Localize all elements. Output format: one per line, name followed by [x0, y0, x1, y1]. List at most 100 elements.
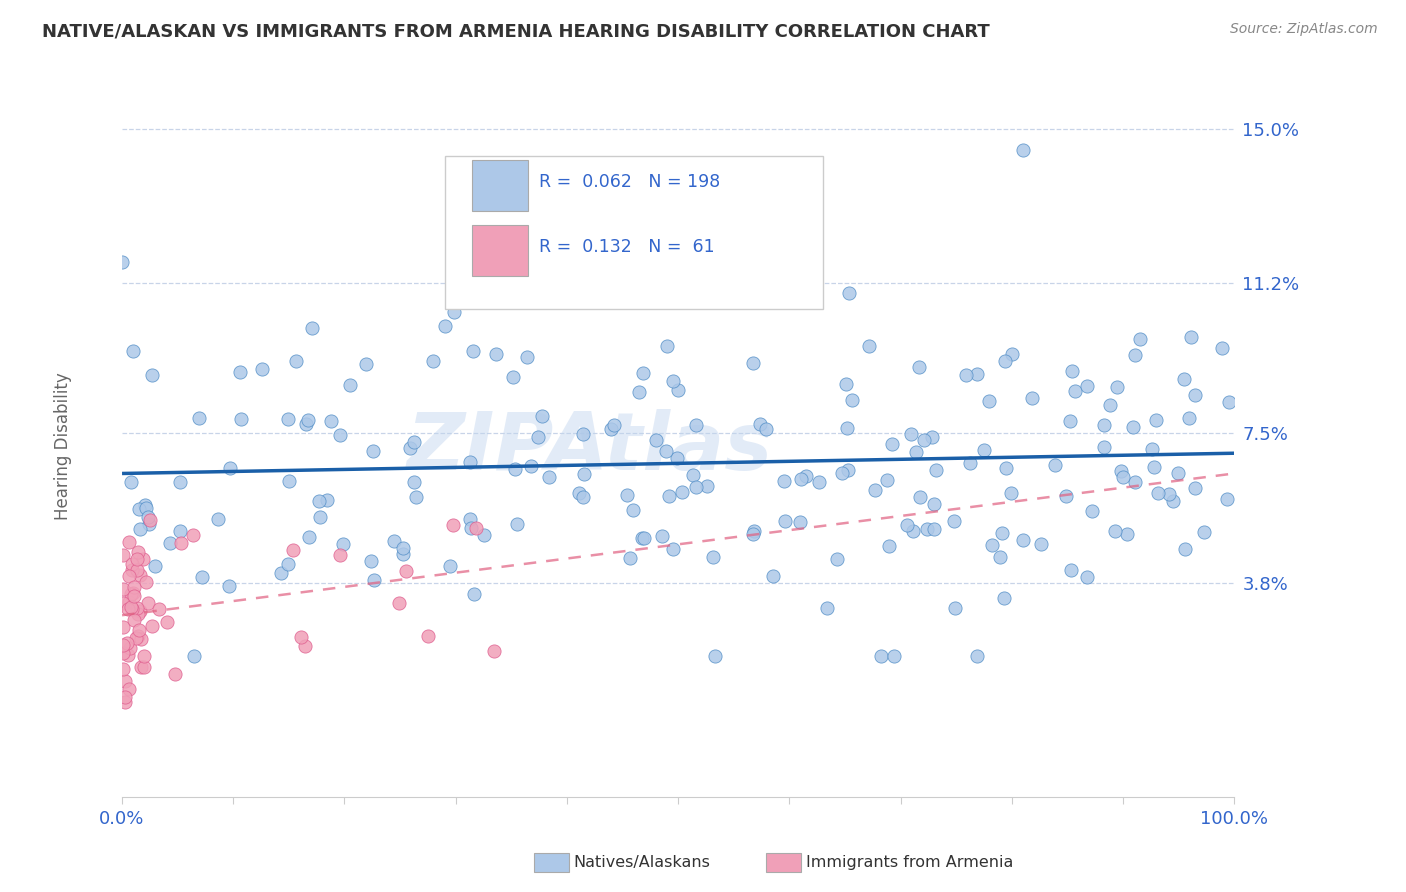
Point: [1147, 486, 1170, 500]
Point: [392, 548, 415, 562]
Point: [1123, 475, 1146, 489]
Point: [433, 319, 456, 334]
Point: [229, 365, 252, 379]
Point: [1173, 372, 1195, 386]
Point: [485, 347, 508, 361]
Point: [1167, 467, 1189, 481]
Point: [1092, 440, 1115, 454]
Text: ZIPAtlas: ZIPAtlas: [406, 409, 772, 486]
Point: [309, 509, 332, 524]
Point: [1216, 492, 1239, 507]
Point: [755, 422, 778, 436]
Point: [122, 613, 145, 627]
Point: [924, 463, 946, 477]
Point: [782, 282, 804, 296]
Point: [363, 573, 385, 587]
Point: [114, 690, 136, 704]
Point: [125, 563, 148, 577]
Point: [129, 604, 152, 618]
Point: [883, 648, 905, 663]
Point: [789, 515, 811, 529]
Point: [418, 629, 440, 643]
Point: [1021, 392, 1043, 406]
Point: [118, 682, 141, 697]
Point: [129, 522, 152, 536]
Point: [135, 501, 157, 516]
Point: [942, 514, 965, 528]
Point: [141, 368, 163, 382]
Point: [125, 551, 148, 566]
Point: [838, 285, 860, 300]
Point: [1112, 470, 1135, 484]
Point: [682, 468, 704, 483]
Point: [284, 354, 307, 368]
Point: [966, 367, 988, 381]
Point: [128, 501, 150, 516]
Point: [959, 456, 981, 470]
Point: [921, 430, 943, 444]
FancyBboxPatch shape: [472, 226, 529, 277]
Point: [131, 660, 153, 674]
Point: [773, 475, 796, 489]
Point: [506, 517, 529, 532]
Point: [863, 483, 886, 497]
Point: [114, 674, 136, 689]
Point: [122, 580, 145, 594]
Point: [966, 648, 988, 663]
Point: [502, 369, 524, 384]
Point: [696, 479, 718, 493]
Point: [361, 444, 384, 458]
Point: [141, 619, 163, 633]
Point: [666, 383, 689, 397]
Point: [402, 475, 425, 489]
Point: [1178, 410, 1201, 425]
Point: [329, 428, 352, 442]
Point: [122, 590, 145, 604]
Point: [120, 641, 142, 656]
Point: [742, 526, 765, 541]
Point: [519, 458, 541, 473]
Point: [922, 522, 945, 536]
Point: [1062, 364, 1084, 378]
Point: [572, 427, 595, 442]
Point: [308, 494, 330, 508]
Point: [655, 338, 678, 352]
Point: [121, 585, 143, 599]
Point: [461, 344, 484, 359]
Point: [980, 538, 1002, 552]
Point: [955, 368, 977, 383]
Point: [665, 451, 688, 466]
Point: [136, 596, 159, 610]
Point: [294, 417, 316, 431]
Point: [118, 569, 141, 583]
Point: [748, 417, 770, 431]
Point: [1001, 347, 1024, 361]
Point: [117, 648, 139, 663]
Point: [943, 600, 966, 615]
Point: [441, 518, 464, 533]
Point: [1063, 384, 1085, 398]
Point: [908, 359, 931, 374]
Point: [1218, 394, 1240, 409]
Point: [655, 443, 678, 458]
Point: [662, 374, 685, 388]
Point: [831, 466, 853, 480]
Text: Immigrants from Armenia: Immigrants from Armenia: [806, 855, 1012, 870]
Point: [901, 524, 924, 538]
Point: [1076, 378, 1098, 392]
Point: [1159, 487, 1181, 501]
Point: [290, 630, 312, 644]
Point: [458, 512, 481, 526]
Point: [460, 521, 482, 535]
Point: [181, 527, 204, 541]
Point: [1109, 464, 1132, 478]
Point: [631, 532, 654, 546]
Point: [120, 600, 142, 615]
Point: [111, 548, 134, 562]
Point: [405, 490, 427, 504]
Point: [121, 602, 143, 616]
Point: [988, 550, 1011, 565]
Point: [482, 643, 505, 657]
Point: [135, 575, 157, 590]
Point: [218, 579, 240, 593]
